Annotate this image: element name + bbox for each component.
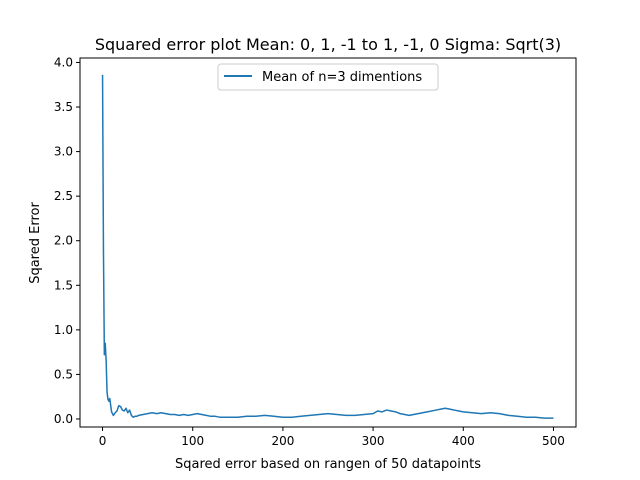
series-line-0 — [101, 74, 554, 419]
y-axis-label: Sqared Error — [28, 202, 43, 284]
y-tick-label: 3.0 — [54, 145, 73, 159]
y-tick-label: 2.5 — [54, 189, 73, 203]
legend-label: Mean of n=3 dimentions — [262, 70, 422, 85]
plot-area: 0 100 200 300 400 500 0.0 0.5 1.0 1.5 2.0 2.5 3.0 3.5… — [54, 55, 577, 448]
y-tick-label: 1.5 — [54, 278, 73, 292]
x-tick-label: 200 — [271, 434, 294, 448]
x-tick-label: 400 — [452, 434, 475, 448]
legend: Mean of n=3 dimentions — [217, 63, 439, 91]
x-axis-label: Sqared error based on rangen of 50 datap… — [175, 457, 481, 472]
legend-box — [217, 63, 439, 91]
x-tick-label: 0 — [99, 434, 107, 448]
y-tick-label: 3.5 — [54, 100, 73, 114]
x-tick-label: 300 — [362, 434, 385, 448]
chart-title: Squared error plot Mean: 0, 1, -1 to 1, … — [95, 35, 561, 54]
x-tick-label: 500 — [542, 434, 565, 448]
y-tick-label: 0.0 — [54, 412, 73, 426]
y-tick-label: 1.0 — [54, 323, 73, 337]
y-tick-label: 0.5 — [54, 367, 73, 381]
x-tick-label: 100 — [181, 434, 204, 448]
axes-frame — [79, 57, 577, 428]
y-tick-label: 2.0 — [54, 234, 73, 248]
y-tick-label: 4.0 — [54, 55, 73, 69]
